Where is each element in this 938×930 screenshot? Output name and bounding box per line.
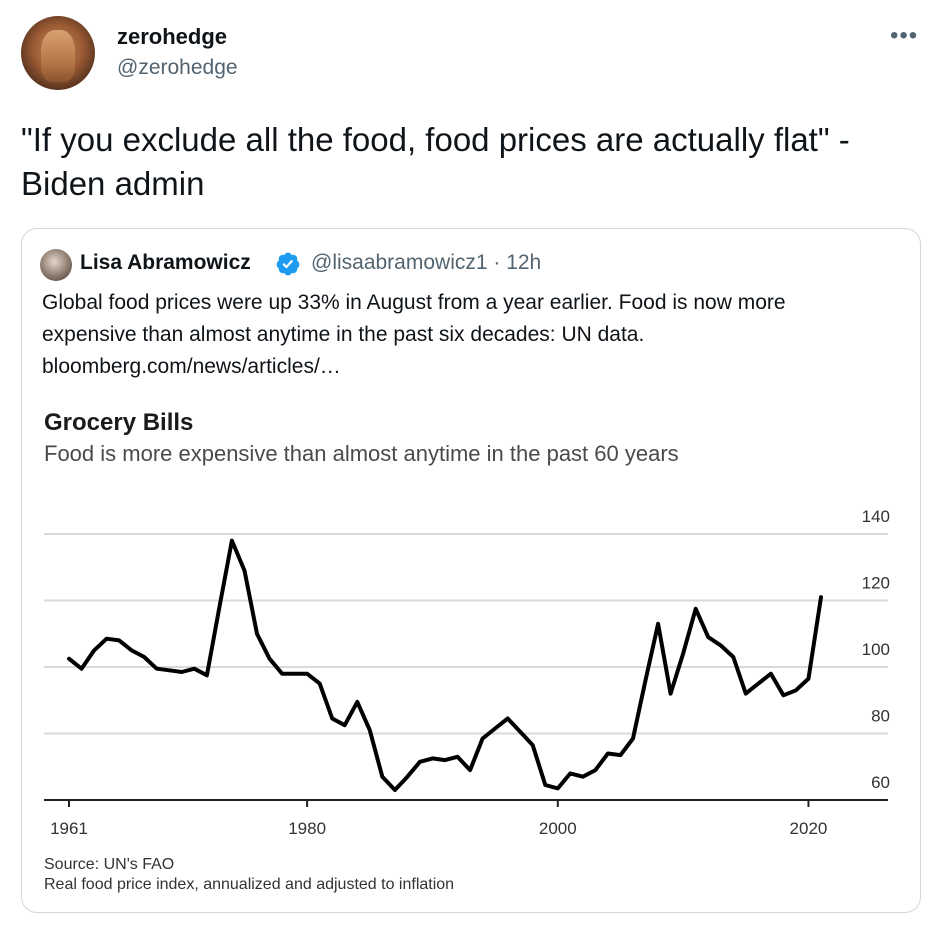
quoted-author-avatar[interactable] (40, 249, 72, 281)
quoted-tweet-card[interactable]: Lisa Abramowicz @lisaabramowicz1 · 12h G… (21, 228, 921, 913)
quoted-text-line1: Global food prices were up 33% in August… (42, 291, 786, 314)
quoted-handle-time[interactable]: @lisaabramowicz1 · 12h (311, 251, 542, 274)
x-tick-label: 2020 (790, 819, 828, 838)
chart-source: Source: UN's FAO (44, 856, 175, 873)
more-dots-icon[interactable]: ••• (890, 22, 919, 49)
x-tick-label: 1980 (288, 819, 326, 838)
quoted-text: Global food prices were up 33% in August… (42, 287, 902, 383)
quoted-text-line2: expensive than almost anytime in the pas… (42, 323, 645, 346)
x-tick-label: 2000 (539, 819, 577, 838)
series-line (67, 538, 823, 792)
verified-badge-icon (276, 252, 300, 276)
tweet-text: "If you exclude all the food, food price… (21, 121, 850, 202)
quoted-link[interactable]: bloomberg.com/news/articles/… (42, 355, 341, 378)
author-handle[interactable]: @zerohedge (117, 56, 238, 79)
chart-title: Grocery Bills (44, 409, 194, 436)
chart-subtitle: Food is more expensive than almost anyti… (44, 441, 679, 466)
chart-note: Real food price index, annualized and ad… (44, 876, 455, 893)
author-name[interactable]: zerohedge (117, 24, 228, 49)
price-index-chart: 140 120 100 80 60 1961 1980 2000 2020 (44, 507, 890, 838)
x-tick-label: 1961 (50, 819, 88, 838)
author-avatar[interactable] (21, 16, 95, 90)
y-tick-label: 100 (862, 640, 890, 659)
y-tick-label: 60 (871, 773, 890, 792)
quoted-author-name[interactable]: Lisa Abramowicz (80, 251, 251, 274)
y-tick-label: 120 (862, 574, 890, 593)
y-tick-label: 80 (871, 707, 890, 726)
y-tick-label: 140 (862, 507, 890, 526)
